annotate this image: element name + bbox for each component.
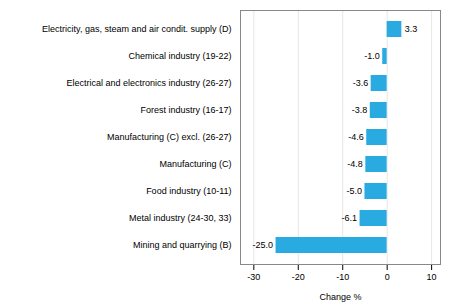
svg-text:-5.0: -5.0 bbox=[346, 186, 362, 196]
svg-text:-10: -10 bbox=[336, 272, 349, 282]
svg-text:-20: -20 bbox=[292, 272, 305, 282]
svg-text:Manufacturing (C): Manufacturing (C) bbox=[159, 159, 231, 169]
svg-text:Electrical and electronics ind: Electrical and electronics industry (26-… bbox=[66, 78, 231, 88]
svg-text:Chemical industry (19-22): Chemical industry (19-22) bbox=[128, 51, 231, 61]
svg-text:-4.6: -4.6 bbox=[348, 132, 364, 142]
svg-text:Electricity, gas, steam and ai: Electricity, gas, steam and air condit. … bbox=[42, 24, 231, 34]
svg-text:0: 0 bbox=[385, 272, 390, 282]
svg-text:-3.6: -3.6 bbox=[353, 78, 369, 88]
svg-text:Mining and quarrying (B): Mining and quarrying (B) bbox=[133, 240, 232, 250]
svg-text:-4.8: -4.8 bbox=[347, 159, 363, 169]
svg-text:Metal industry (24-30, 33): Metal industry (24-30, 33) bbox=[129, 213, 232, 223]
svg-text:Food industry (10-11): Food industry (10-11) bbox=[146, 186, 231, 196]
svg-text:Forest industry (16-17): Forest industry (16-17) bbox=[140, 105, 231, 115]
svg-text:-1.0: -1.0 bbox=[364, 51, 380, 61]
svg-text:-30: -30 bbox=[247, 272, 260, 282]
svg-text:3.3: 3.3 bbox=[405, 24, 418, 34]
svg-text:Manufacturing (C) excl. (26-27: Manufacturing (C) excl. (26-27) bbox=[107, 132, 232, 142]
svg-text:-25.0: -25.0 bbox=[253, 240, 274, 250]
svg-text:10: 10 bbox=[427, 272, 437, 282]
svg-text:Change %: Change % bbox=[319, 292, 361, 302]
svg-text:-3.8: -3.8 bbox=[352, 105, 368, 115]
svg-text:-6.1: -6.1 bbox=[342, 213, 358, 223]
